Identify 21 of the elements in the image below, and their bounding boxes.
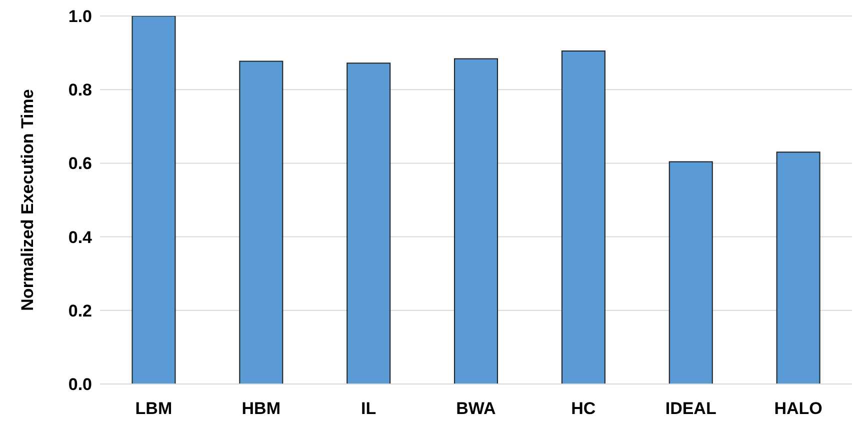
bar: [132, 16, 176, 384]
y-tick-label: 0.4: [68, 228, 93, 247]
bar: [454, 58, 498, 384]
bar: [668, 161, 713, 384]
x-tick-label: IDEAL: [665, 399, 716, 418]
y-tick-label: 0.6: [68, 154, 92, 174]
x-tick-label: HC: [571, 399, 596, 418]
bar: [239, 60, 284, 384]
x-tick-label: IL: [361, 399, 376, 418]
y-tick-label: 0.2: [68, 301, 92, 320]
x-tick-label: HALO: [774, 399, 822, 418]
x-tick-label: HBM: [242, 399, 280, 418]
y-axis-title: Normalized Execution Time: [18, 89, 38, 311]
y-tick-label: 0.0: [68, 375, 92, 394]
y-tick-label: 0.8: [68, 80, 92, 100]
bar: [346, 62, 391, 384]
y-tick-label: 1.0: [68, 7, 92, 26]
bar: [561, 50, 606, 384]
x-tick-label: LBM: [135, 399, 172, 418]
x-tick-label: BWA: [456, 399, 496, 418]
bar: [776, 152, 820, 384]
